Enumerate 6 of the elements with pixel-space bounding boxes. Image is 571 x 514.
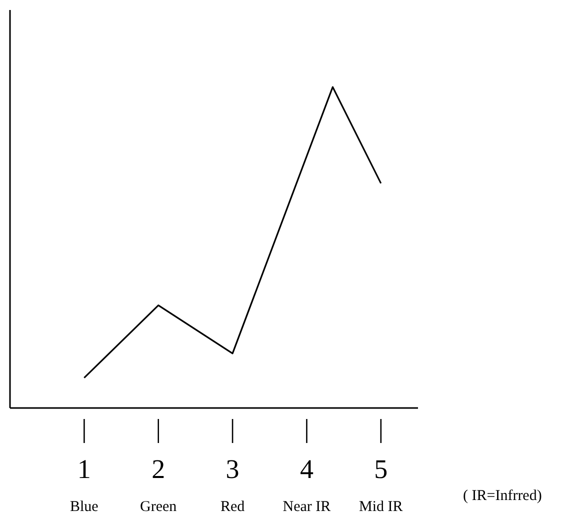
- x-tick-label: 3 Red: [220, 454, 246, 514]
- x-tick-label: 1 Blue: [70, 454, 99, 514]
- x-tick-label: 4 Near IR: [282, 454, 331, 514]
- x-tick-label: 2 Green: [140, 454, 178, 514]
- x-tick-label: 5 Mid IR: [359, 454, 403, 514]
- text: ( IR=Infrred): [463, 488, 542, 505]
